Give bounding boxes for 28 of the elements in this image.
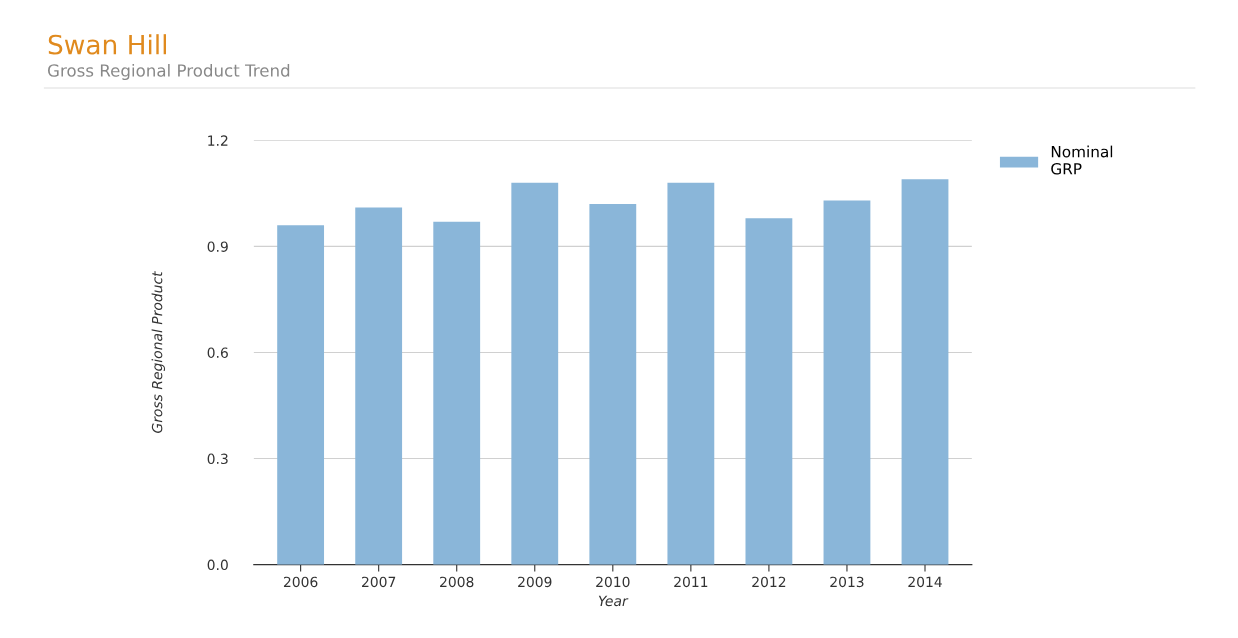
x-tick-label: 2011	[674, 576, 708, 588]
y-tick-label: 0.9	[207, 241, 228, 252]
y-tick-label: 0.0	[207, 559, 228, 571]
x-tick-label: 2009	[518, 576, 552, 588]
x-tick-label: 2012	[752, 576, 786, 588]
bar	[277, 225, 325, 565]
bar	[745, 218, 793, 565]
bar	[823, 200, 871, 565]
chart-title: Swan Hill	[48, 34, 167, 55]
bar	[667, 182, 715, 565]
bar	[511, 182, 559, 565]
bar	[433, 221, 481, 565]
x-tick-label: 2007	[362, 576, 396, 588]
x-tick-label: 2008	[440, 576, 474, 588]
x-tick-label: 2010	[596, 576, 630, 588]
y-tick-label: 0.6	[207, 347, 228, 358]
y-tick-label: 1.2	[208, 135, 228, 146]
chart-subtitle: Gross Regional Product Trend	[47, 63, 290, 81]
y-axis-title: Gross Regional Product	[151, 271, 166, 433]
x-tick-label: 2006	[283, 576, 318, 588]
bar	[355, 207, 403, 565]
x-axis-title: Year	[598, 595, 629, 607]
x-tick-label: 2013	[830, 576, 864, 588]
legend-label: Nominal GRP	[1051, 145, 1113, 175]
bar	[901, 179, 949, 565]
bar	[589, 204, 637, 565]
y-tick-label: 0.3	[207, 453, 228, 465]
x-tick-label: 2014	[908, 576, 942, 588]
